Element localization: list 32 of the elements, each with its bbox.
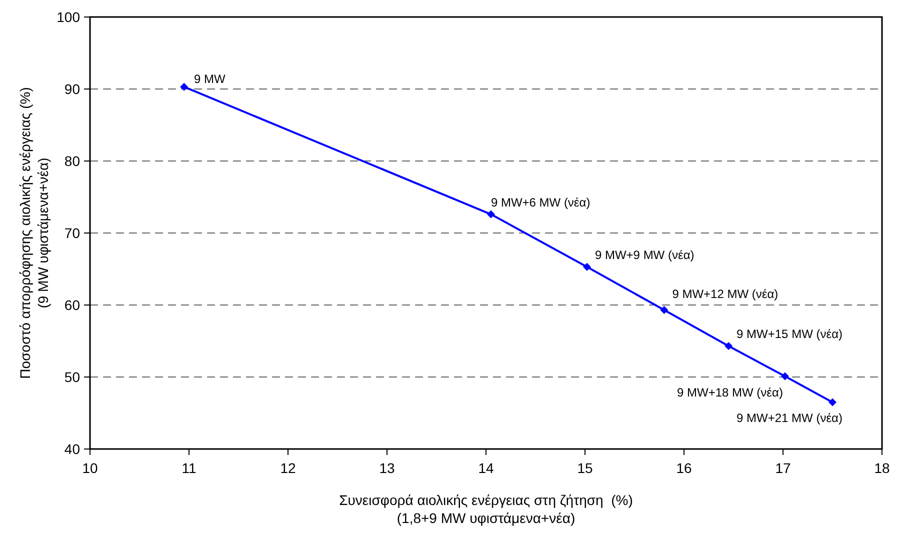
- x-tick-label: 16: [676, 460, 692, 476]
- annotation: 9 MW: [194, 72, 226, 86]
- point: [486, 210, 495, 218]
- y-axis-title: Ποσοστό απορρόφησης αιολικής ενέργειας (%) (9 MW υφιστάμενα+νέα): [17, 87, 51, 379]
- y-tick-label: 80: [64, 153, 80, 169]
- x-tick-label: 14: [478, 460, 494, 476]
- point: [780, 372, 789, 380]
- x-tick-label: 10: [82, 460, 98, 476]
- y-tick-label: 60: [64, 297, 80, 313]
- annotation: 9 MW+6 MW (νέα): [490, 195, 590, 210]
- annotation: 9 MW+15 MW (νέα): [736, 327, 843, 342]
- point: [180, 82, 188, 91]
- y-tick-label: 100: [56, 9, 80, 25]
- x-tick-label: 13: [379, 460, 395, 476]
- point: [660, 306, 668, 314]
- x-tick-label: 17: [775, 460, 791, 476]
- point: [582, 262, 591, 271]
- x-tick-label: 11: [182, 460, 196, 476]
- annotation: 9 MW+9 MW (νέα): [594, 248, 694, 262]
- x-axis-title: Συνεισφορά αιολικής ενέργειας στη ζήτηση (%) (1,8+9 MW υφιστάμενα+νέα): [339, 492, 633, 526]
- point: [828, 398, 836, 406]
- annotation: 9 MW+18 MW (νέα): [677, 385, 783, 400]
- y-tick-label: 90: [64, 81, 80, 97]
- y-tick-label: 40: [64, 441, 80, 457]
- x-tick-label: 18: [874, 460, 890, 476]
- annotation: 9 MW+12 MW (νέα): [672, 287, 778, 302]
- point: [724, 342, 733, 350]
- annotation: 9 MW+21 MW (νέα): [736, 411, 842, 426]
- x-tick-label: 12: [280, 460, 296, 476]
- y-tick-label: 70: [64, 225, 80, 241]
- x-tick-label: 15: [577, 460, 593, 476]
- y-tick-label: 50: [64, 369, 80, 385]
